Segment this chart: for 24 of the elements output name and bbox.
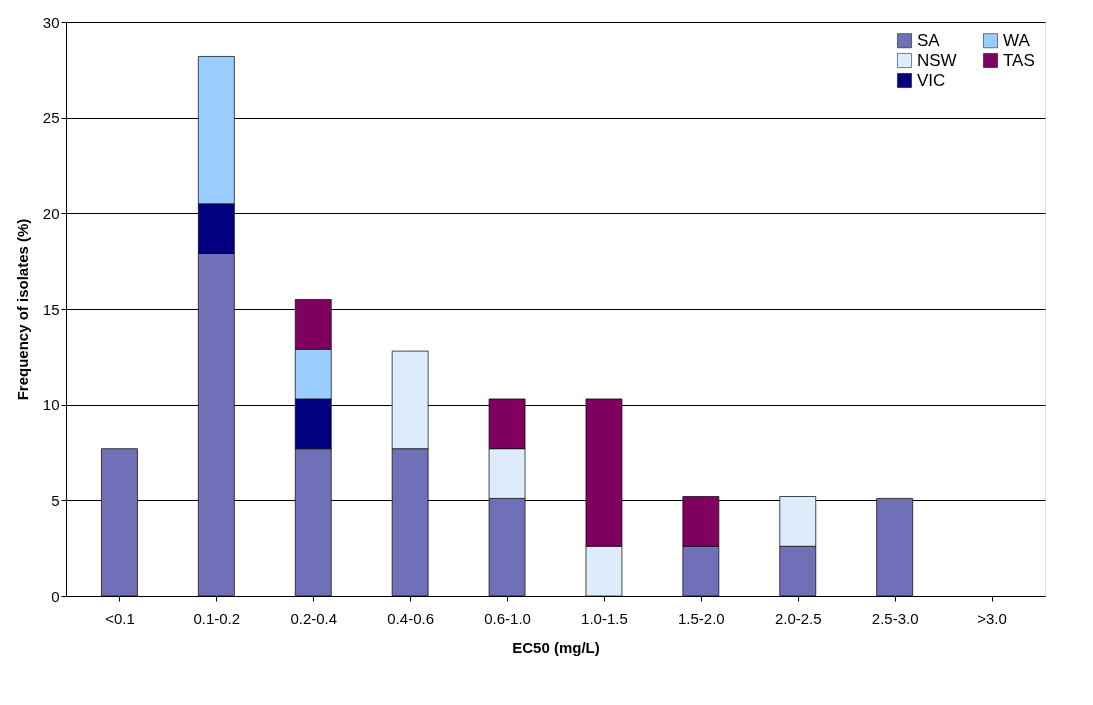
x-axis-title: EC50 (mg/L) [512, 638, 600, 656]
x-tick-label: >3.0 [977, 609, 1007, 627]
legend-label: SA [917, 30, 941, 50]
x-tick-label: 0.6-1.0 [484, 609, 531, 627]
legend-label: VIC [917, 70, 946, 90]
x-tick-label: 1.0-1.5 [581, 609, 628, 627]
x-tick-label: 0.2-0.4 [290, 609, 338, 627]
y-tick-label: 15 [42, 300, 60, 318]
x-tick-label: 2.0-2.5 [774, 609, 822, 627]
x-tick-label: 1.5-2.0 [678, 609, 725, 627]
y-tick-label: 5 [51, 491, 60, 509]
x-tick-label: 0.1-0.2 [193, 609, 241, 627]
x-tick-label: 0.4-0.6 [387, 609, 434, 627]
x-tick-label: <0.1 [105, 609, 135, 627]
legend-label: WA [1003, 30, 1031, 50]
legend-label: NSW [917, 50, 957, 70]
y-tick-label: 25 [42, 109, 60, 127]
y-tick-label: 30 [42, 13, 60, 31]
y-tick-label: 10 [42, 396, 60, 414]
x-tick-label: 2.5-3.0 [871, 609, 919, 627]
legend-label: TAS [1003, 50, 1035, 70]
y-axis-title: Frequency of isolates (%) [13, 218, 31, 401]
y-tick-label: 20 [42, 204, 60, 222]
y-tick-label: 0 [51, 587, 60, 605]
